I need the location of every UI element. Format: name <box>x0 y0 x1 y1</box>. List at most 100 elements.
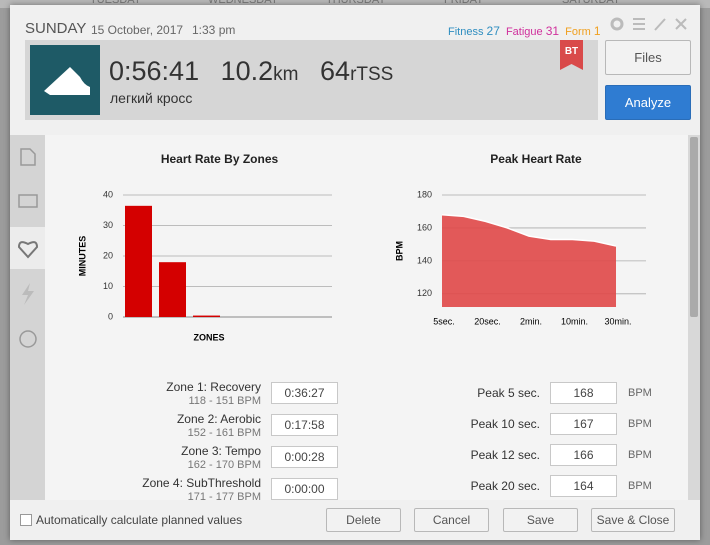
close-icon[interactable] <box>675 18 687 30</box>
zone-time[interactable]: 0:36:27 <box>271 382 338 404</box>
peak-value[interactable]: 167 <box>550 413 617 435</box>
zone-range: 118 - 151 BPM <box>188 395 261 407</box>
chart-title: Heart Rate By Zones <box>161 152 279 166</box>
day: SUNDAY <box>25 20 87 37</box>
zone-range: 162 - 170 BPM <box>187 459 261 471</box>
peak-unit: BPM <box>628 449 652 461</box>
distance: 10.2 <box>220 56 274 86</box>
zone-name: Zone 2: Aerobic <box>176 412 261 426</box>
y-tick-label: 120 <box>417 288 432 298</box>
y-tick-label: 40 <box>103 189 113 199</box>
peak-unit: BPM <box>628 418 652 430</box>
zone-range: 171 - 177 BPM <box>187 491 261 500</box>
date: 15 October, 2017 <box>91 23 184 37</box>
y-axis-label: BPM <box>394 241 404 261</box>
active-tab <box>10 227 45 269</box>
scrollbar[interactable] <box>688 135 700 500</box>
x-tick-label: 2min. <box>520 316 542 326</box>
calendar-day: WEDNESDAY <box>208 0 279 6</box>
chart-zones: Heart Rate By Zones MINUTES ZONES 0 10 20 30 40 <box>77 152 332 342</box>
y-tick-label: 30 <box>103 220 113 230</box>
x-tick-label: 20sec. <box>474 316 501 326</box>
form-label: Form <box>565 26 591 38</box>
calendar-day: TUESDAY <box>90 0 142 6</box>
fitness-metrics: Fitness 27 Fatigue 31 Form 1 <box>448 24 601 38</box>
summary-stats: 0:56:41 10.2km 64rTSS <box>109 56 393 87</box>
zone-time[interactable]: 0:00:00 <box>271 478 338 500</box>
fitness-label: Fitness <box>448 26 484 38</box>
area <box>442 214 616 307</box>
clock-tab[interactable] <box>19 330 37 348</box>
power-tab[interactable] <box>22 283 34 305</box>
time: 1:33 pm <box>192 23 236 37</box>
badge: BT <box>560 40 583 70</box>
x-tick-label: 10min. <box>561 316 588 326</box>
chart-peak: Peak Heart Rate BPM 120 140 160 180 5sec. 20sec… <box>394 152 646 326</box>
footer-button[interactable]: Delete <box>326 508 401 532</box>
form-value: 1 <box>593 24 601 38</box>
peak-label: Peak 10 sec. <box>470 417 540 431</box>
x-tick-label: 30min. <box>604 316 631 326</box>
bar <box>159 262 186 317</box>
peak-value[interactable]: 166 <box>550 444 617 466</box>
footer-button[interactable]: Save & Close <box>591 508 675 532</box>
workout-title: легкий кросс <box>110 90 193 106</box>
checkbox-label: Automatically calculate planned values <box>36 513 243 527</box>
heart-tab[interactable] <box>17 241 39 259</box>
calendar-strip <box>0 0 710 8</box>
file-tab[interactable] <box>20 148 36 166</box>
peak-label: Peak 5 sec. <box>477 386 540 400</box>
expand-icon[interactable] <box>654 18 666 31</box>
peak-value[interactable]: 164 <box>550 475 617 497</box>
settings-icon[interactable] <box>610 17 624 31</box>
files-button[interactable]: Files <box>605 40 691 75</box>
y-tick-label: 10 <box>103 281 113 291</box>
tss-unit: rTSS <box>350 64 394 85</box>
zone-name: Zone 3: Tempo <box>181 444 261 458</box>
y-tick-label: 140 <box>417 255 432 265</box>
checkbox[interactable] <box>20 514 32 526</box>
y-tick-label: 0 <box>108 311 113 321</box>
chart-title: Peak Heart Rate <box>490 152 582 166</box>
sidebar <box>10 135 45 500</box>
body: Heart Rate By Zones MINUTES ZONES 0 10 20 30 40… <box>10 135 700 500</box>
graph-tab[interactable] <box>18 194 38 208</box>
y-tick-label: 180 <box>417 189 432 199</box>
area-line <box>441 214 617 247</box>
calendar-day: FRIDAY <box>444 0 484 6</box>
peak-label: Peak 20 sec. <box>470 479 540 493</box>
footer-button[interactable]: Save <box>503 508 578 532</box>
peak-unit: BPM <box>628 480 652 492</box>
fatigue-value: 31 <box>545 24 560 38</box>
peak-label: Peak 12 sec. <box>470 448 540 462</box>
calendar-day: SATURDAY <box>562 0 621 6</box>
y-tick-label: 20 <box>103 250 113 260</box>
menu-icon[interactable] <box>633 18 645 30</box>
zone-name: Zone 4: SubThreshold <box>142 476 261 490</box>
x-axis-label: ZONES <box>193 332 224 342</box>
zone-range: 152 - 161 BPM <box>187 427 261 439</box>
duration: 0:56:41 <box>109 56 200 86</box>
distance-unit: km <box>273 64 299 85</box>
window-icons[interactable] <box>608 15 693 33</box>
summary-box: 0:56:41 10.2km 64rTSS легкий кросс BT <box>25 40 598 120</box>
peak-value[interactable]: 168 <box>550 382 617 404</box>
analyze-button[interactable]: Analyze <box>605 85 691 120</box>
zone-time[interactable]: 0:17:58 <box>271 414 338 436</box>
footer-button[interactable]: Cancel <box>414 508 489 532</box>
scroll-thumb[interactable] <box>690 137 698 317</box>
sport-icon <box>30 45 100 115</box>
fatigue-label: Fatigue <box>505 26 543 38</box>
bar <box>193 315 220 317</box>
bar <box>125 205 152 317</box>
fitness-value: 27 <box>486 24 500 38</box>
peak-unit: BPM <box>628 387 652 399</box>
calendar-day: THURSDAY <box>326 0 386 6</box>
zone-name: Zone 1: Recovery <box>166 380 261 394</box>
zone-time[interactable]: 0:00:28 <box>271 446 338 468</box>
tss: 64 <box>320 56 351 86</box>
dialog: SUNDAY 15 October, 2017 1:33 pm Fitness … <box>10 5 700 540</box>
y-axis-label: MINUTES <box>77 236 87 277</box>
x-tick-label: 5sec. <box>433 316 455 326</box>
